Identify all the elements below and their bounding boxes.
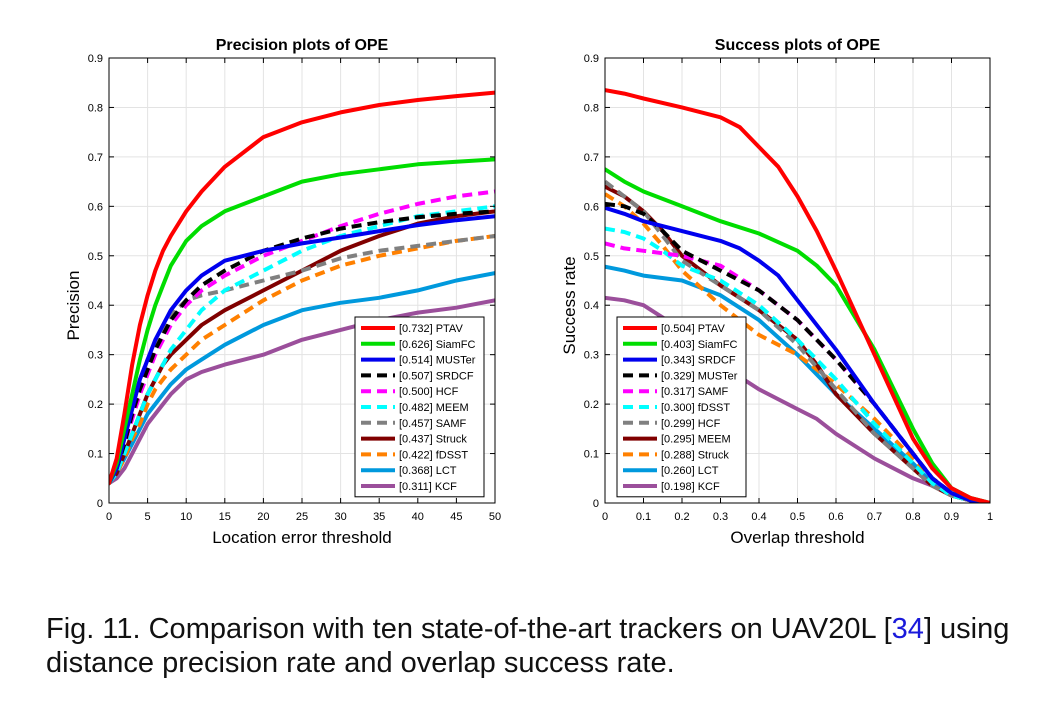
legend-label: [0.500] HCF: [399, 386, 459, 398]
x-axis-label: Overlap threshold: [730, 528, 864, 547]
caption-suffix: ] using distance precision rate and over…: [46, 613, 1010, 679]
y-tick-label: 0.6: [88, 201, 103, 213]
y-tick-label: 0.3: [584, 350, 599, 362]
x-tick-label: 0.7: [867, 511, 882, 523]
legend-box: [354, 316, 485, 498]
legend-label: [0.457] SAMF: [399, 418, 467, 430]
x-tick-label: 0: [602, 511, 608, 523]
legend-label: [0.299] HCF: [661, 418, 721, 430]
legend-label: [0.300] fDSST: [661, 402, 730, 414]
x-tick-label: 50: [489, 511, 501, 523]
x-tick-label: 30: [334, 511, 346, 523]
y-tick-label: 0.7: [584, 152, 599, 164]
x-tick-label: 1: [987, 511, 993, 523]
y-tick-label: 0.5: [584, 251, 599, 263]
series-line-siamfc: [109, 157, 495, 486]
y-tick-label: 0.3: [88, 350, 103, 362]
x-tick-label: 40: [412, 511, 424, 523]
y-tick-label: 0.5: [88, 251, 103, 263]
legend-label: [0.198] KCF: [661, 481, 720, 493]
y-tick-label: 0.7: [88, 152, 103, 164]
legend-label: [0.260] LCT: [661, 465, 719, 477]
x-axis-label: Location error threshold: [212, 528, 392, 547]
legend-label: [0.422] fDSST: [399, 449, 468, 461]
legend: [0.732] PTAV [0.626] SiamFC [0.514] MUSTer…: [354, 316, 485, 498]
y-tick-label: 0.6: [584, 201, 599, 213]
legend-label: [0.482] MEEM: [399, 402, 469, 414]
success-plot: 0 0.1 0.2 0.3 0.4 0.5 0.6 0.7 0.8 0.9 1 0 0.1 0.2 0.3 0…: [560, 37, 993, 547]
legend-label: [0.295] MEEM: [661, 434, 731, 446]
x-tick-label: 35: [373, 511, 385, 523]
y-tick-label: 0.2: [88, 399, 103, 411]
x-tick-label: 0.8: [905, 511, 920, 523]
caption-reference-link[interactable]: 34: [891, 613, 924, 645]
legend-label: [0.504] PTAV: [661, 323, 725, 335]
y-tick-label: 0: [97, 498, 103, 510]
x-tick-label: 0.2: [674, 511, 689, 523]
legend-label: [0.343] SRDCF: [661, 355, 736, 367]
legend: [0.504] PTAV [0.403] SiamFC [0.343] SRDCF […: [616, 316, 747, 498]
series-line-fdsst: [605, 226, 990, 503]
x-tick-label: 0.1: [636, 511, 651, 523]
series-line-ptav: [605, 88, 990, 503]
caption-prefix: Fig. 11. Comparison with ten state-of-th…: [46, 613, 892, 645]
legend-label: [0.437] Struck: [399, 434, 467, 446]
chart-title: Success plots of OPE: [715, 37, 881, 54]
y-tick-label: 0.2: [584, 399, 599, 411]
y-tick-label: 0.9: [584, 53, 599, 65]
x-tick-label: 5: [145, 511, 151, 523]
series-line-ptav: [109, 90, 495, 486]
legend-label: [0.732] PTAV: [399, 323, 463, 335]
legend-label: [0.403] SiamFC: [661, 339, 737, 351]
legend-label: [0.317] SAMF: [661, 386, 729, 398]
series-group: [109, 90, 495, 486]
x-tick-label: 20: [257, 511, 269, 523]
legend-label: [0.626] SiamFC: [399, 339, 475, 351]
x-tick-label: 0.5: [790, 511, 805, 523]
legend-label: [0.329] MUSTer: [661, 370, 738, 382]
x-tick-label: 0: [106, 511, 112, 523]
x-tick-label: 0.4: [751, 511, 766, 523]
legend-label: [0.288] Struck: [661, 449, 729, 461]
y-tick-label: 0.9: [88, 53, 103, 65]
figure: 0 5 10 15 20 25 30 35 40 45 5000.10.20.30.40.50.60…: [64, 37, 993, 547]
x-tick-label: 0.9: [944, 511, 959, 523]
y-tick-label: 0.1: [584, 449, 599, 461]
precision-plot: 0 5 10 15 20 25 30 35 40 45 50 0 0.1 0.2 0.3 0.4 0.5 0.6 0…: [64, 37, 501, 547]
y-tick-label: 0.8: [584, 102, 599, 114]
y-axis-label: Success rate: [560, 256, 579, 354]
legend-box: [616, 316, 747, 498]
chart-title: Precision plots of OPE: [216, 37, 389, 54]
series-group: [605, 88, 990, 503]
y-tick-label: 0.8: [88, 102, 103, 114]
figure-caption: Fig. 11. Comparison with ten state-of-th…: [46, 612, 1046, 680]
x-tick-label: 0.6: [828, 511, 843, 523]
series-line-muster: [109, 214, 495, 486]
legend-label: [0.514] MUSTer: [399, 355, 476, 367]
legend-label: [0.507] SRDCF: [399, 370, 474, 382]
y-tick-label: 0.4: [88, 300, 103, 312]
y-tick-label: 0: [593, 498, 599, 510]
series-line-srdcf: [605, 205, 990, 503]
legend-label: [0.368] LCT: [399, 465, 457, 477]
series-line-meem: [109, 204, 495, 485]
y-tick-label: 0.1: [88, 449, 103, 461]
x-tick-label: 25: [296, 511, 308, 523]
y-axis-label: Precision: [64, 271, 83, 341]
y-tick-label: 0.4: [584, 300, 599, 312]
x-tick-label: 0.3: [713, 511, 728, 523]
x-tick-label: 15: [219, 511, 231, 523]
x-tick-label: 45: [450, 511, 462, 523]
x-tick-label: 10: [180, 511, 192, 523]
series-line-lct: [109, 271, 495, 486]
legend-label: [0.311] KCF: [399, 481, 457, 493]
